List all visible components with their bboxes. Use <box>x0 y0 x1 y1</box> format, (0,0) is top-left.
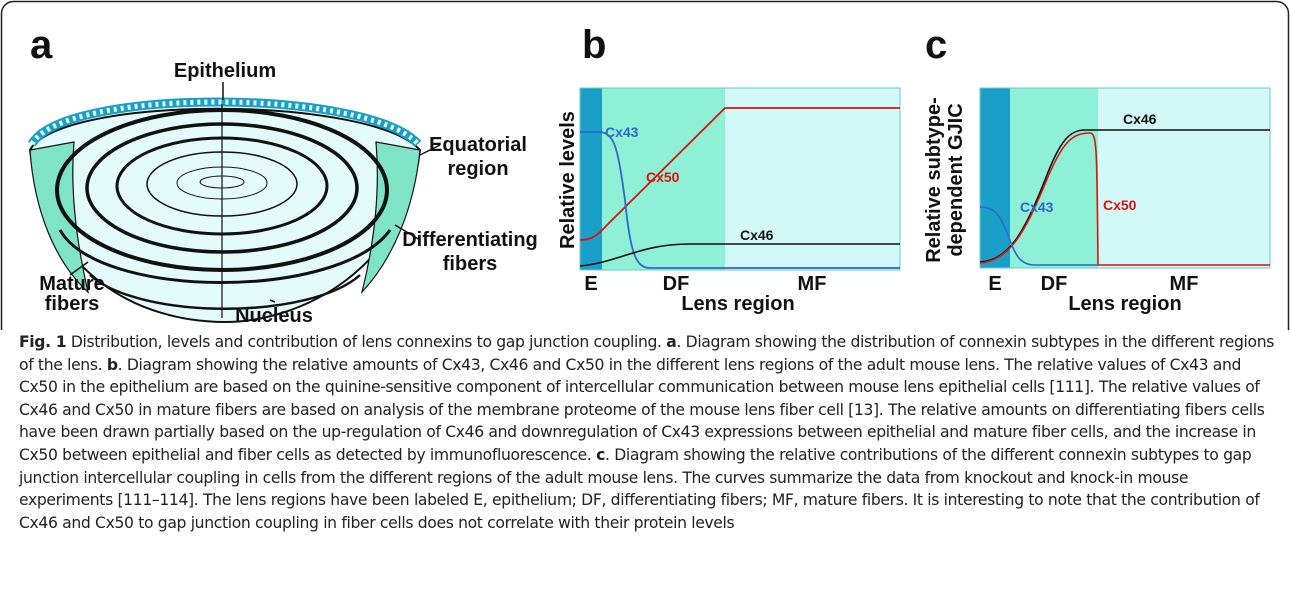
curve-label: Cx43 <box>1020 199 1054 215</box>
caption-text: Distribution, levels and contribution of… <box>71 333 662 351</box>
caption-panel-ref: a <box>666 333 676 351</box>
region-label: MF <box>1170 273 1199 295</box>
region-label: DF <box>663 273 690 295</box>
caption-figure-label: Fig. 1 <box>19 333 66 351</box>
x-axis-title: Lens region <box>1068 293 1181 315</box>
y-axis-title: Relative levels <box>557 111 579 249</box>
curve-label: Cx46 <box>1123 111 1157 127</box>
region-label: MF <box>798 273 827 295</box>
label-nucleus: Nucleus <box>235 305 313 327</box>
region-label: E <box>584 273 597 295</box>
panel-label: b <box>582 23 606 67</box>
curve-label: Cx43 <box>605 124 639 140</box>
x-axis-title: Lens region <box>681 293 794 315</box>
caption-panel-ref: b <box>107 356 118 374</box>
figure-page: a Epithelium Equatorialregion Differenti… <box>0 0 1290 605</box>
curve-label: Cx50 <box>646 169 680 185</box>
curve-label: Cx46 <box>740 227 774 243</box>
region-label: DF <box>1041 273 1068 295</box>
y-axis-title: Relative subtype-dependent GJIC <box>923 97 967 263</box>
region-label: E <box>988 273 1001 295</box>
caption-panel-ref: c <box>596 446 605 464</box>
label-epithelium: Epithelium <box>174 60 276 82</box>
panel-label: a <box>30 23 53 67</box>
panel-label: c <box>925 23 947 67</box>
curve-label: Cx50 <box>1103 197 1137 213</box>
caption: Fig. 1 Distribution, levels and contribu… <box>19 331 1274 534</box>
